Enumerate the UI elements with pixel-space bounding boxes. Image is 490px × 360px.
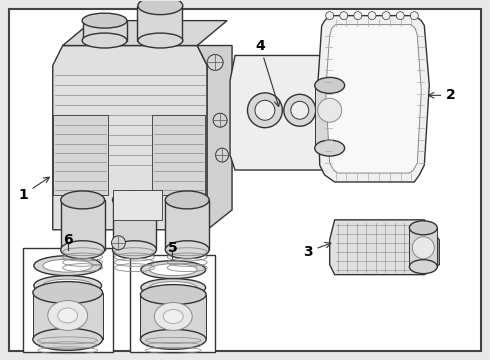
Ellipse shape	[340, 12, 348, 20]
Ellipse shape	[48, 301, 88, 330]
Ellipse shape	[354, 12, 362, 20]
Ellipse shape	[138, 33, 183, 48]
Ellipse shape	[141, 285, 206, 305]
Ellipse shape	[163, 310, 183, 323]
Ellipse shape	[34, 276, 101, 296]
Polygon shape	[409, 228, 437, 267]
Ellipse shape	[33, 282, 102, 303]
Ellipse shape	[247, 93, 282, 128]
Ellipse shape	[149, 282, 197, 293]
Ellipse shape	[291, 101, 309, 119]
Ellipse shape	[112, 236, 125, 250]
Bar	[23, 248, 113, 352]
Polygon shape	[141, 294, 206, 339]
Ellipse shape	[409, 260, 437, 274]
Ellipse shape	[326, 12, 334, 20]
Ellipse shape	[165, 241, 209, 259]
Ellipse shape	[43, 279, 93, 292]
Polygon shape	[33, 293, 102, 339]
Ellipse shape	[34, 256, 101, 276]
Ellipse shape	[113, 191, 156, 209]
Ellipse shape	[368, 12, 376, 20]
Text: 6: 6	[63, 233, 73, 247]
Polygon shape	[330, 220, 439, 275]
Text: 3: 3	[303, 243, 331, 259]
Ellipse shape	[382, 12, 390, 20]
Ellipse shape	[141, 329, 206, 349]
Ellipse shape	[216, 148, 228, 162]
Ellipse shape	[154, 302, 192, 330]
Ellipse shape	[413, 237, 434, 259]
Ellipse shape	[315, 140, 344, 156]
Text: 2: 2	[428, 88, 456, 102]
Text: 4: 4	[255, 39, 280, 107]
Polygon shape	[61, 200, 104, 250]
Bar	[130, 255, 215, 352]
Ellipse shape	[207, 54, 223, 71]
Ellipse shape	[33, 328, 102, 350]
Ellipse shape	[58, 308, 77, 323]
Ellipse shape	[255, 100, 275, 120]
Ellipse shape	[315, 77, 344, 93]
Ellipse shape	[284, 94, 316, 126]
Polygon shape	[137, 6, 182, 41]
Polygon shape	[230, 55, 349, 170]
Polygon shape	[152, 115, 205, 195]
Ellipse shape	[396, 12, 404, 20]
Ellipse shape	[165, 191, 209, 209]
Ellipse shape	[409, 221, 437, 235]
Ellipse shape	[213, 113, 227, 127]
Polygon shape	[113, 200, 156, 250]
Ellipse shape	[410, 12, 418, 20]
Ellipse shape	[149, 264, 197, 276]
Ellipse shape	[113, 241, 156, 259]
Polygon shape	[315, 85, 344, 148]
Text: 1: 1	[18, 177, 49, 202]
Ellipse shape	[61, 241, 104, 259]
Polygon shape	[63, 21, 227, 45]
Ellipse shape	[82, 13, 127, 28]
Ellipse shape	[141, 279, 206, 297]
Ellipse shape	[318, 98, 342, 122]
Ellipse shape	[138, 0, 183, 15]
Bar	[113, 190, 162, 220]
Ellipse shape	[43, 259, 93, 272]
Ellipse shape	[141, 261, 206, 279]
Text: 5: 5	[168, 241, 177, 255]
Ellipse shape	[82, 33, 127, 48]
Polygon shape	[53, 45, 207, 230]
Ellipse shape	[61, 191, 104, 209]
Polygon shape	[197, 45, 232, 230]
Polygon shape	[165, 200, 209, 250]
Polygon shape	[83, 21, 127, 41]
Polygon shape	[326, 24, 421, 173]
Polygon shape	[53, 115, 107, 195]
Polygon shape	[318, 15, 429, 182]
